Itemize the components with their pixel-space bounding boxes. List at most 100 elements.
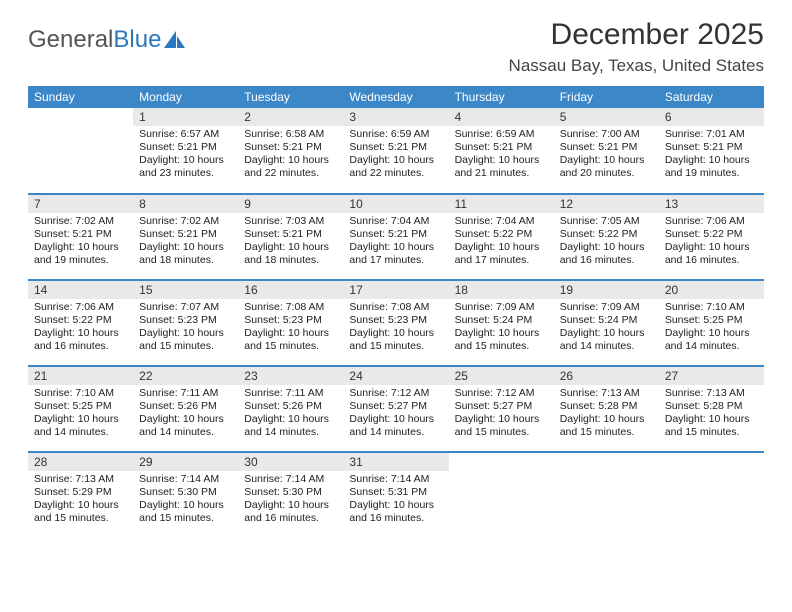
day-number: 4 (449, 108, 554, 126)
day-cell: 3Sunrise: 6:59 AMSunset: 5:21 PMDaylight… (343, 108, 448, 194)
day-number: 18 (449, 281, 554, 299)
day-content: Sunrise: 6:58 AMSunset: 5:21 PMDaylight:… (238, 126, 343, 185)
day-number (449, 453, 554, 471)
day-number: 2 (238, 108, 343, 126)
day-number: 26 (554, 367, 659, 385)
week-row: 14Sunrise: 7:06 AMSunset: 5:22 PMDayligh… (28, 280, 764, 366)
logo: GeneralBlue (28, 26, 189, 54)
day-number: 12 (554, 195, 659, 213)
day-number: 24 (343, 367, 448, 385)
day-content: Sunrise: 7:09 AMSunset: 5:24 PMDaylight:… (554, 299, 659, 358)
day-content: Sunrise: 7:09 AMSunset: 5:24 PMDaylight:… (449, 299, 554, 358)
week-row: 21Sunrise: 7:10 AMSunset: 5:25 PMDayligh… (28, 366, 764, 452)
day-cell (554, 452, 659, 538)
day-content: Sunrise: 7:14 AMSunset: 5:30 PMDaylight:… (133, 471, 238, 530)
day-cell: 19Sunrise: 7:09 AMSunset: 5:24 PMDayligh… (554, 280, 659, 366)
day-cell: 9Sunrise: 7:03 AMSunset: 5:21 PMDaylight… (238, 194, 343, 280)
day-content: Sunrise: 6:59 AMSunset: 5:21 PMDaylight:… (343, 126, 448, 185)
day-content: Sunrise: 7:10 AMSunset: 5:25 PMDaylight:… (28, 385, 133, 444)
day-content: Sunrise: 6:57 AMSunset: 5:21 PMDaylight:… (133, 126, 238, 185)
day-number: 1 (133, 108, 238, 126)
day-cell: 12Sunrise: 7:05 AMSunset: 5:22 PMDayligh… (554, 194, 659, 280)
day-cell: 7Sunrise: 7:02 AMSunset: 5:21 PMDaylight… (28, 194, 133, 280)
day-cell: 24Sunrise: 7:12 AMSunset: 5:27 PMDayligh… (343, 366, 448, 452)
day-number: 14 (28, 281, 133, 299)
day-number: 25 (449, 367, 554, 385)
day-cell: 30Sunrise: 7:14 AMSunset: 5:30 PMDayligh… (238, 452, 343, 538)
day-cell: 11Sunrise: 7:04 AMSunset: 5:22 PMDayligh… (449, 194, 554, 280)
day-content: Sunrise: 7:04 AMSunset: 5:22 PMDaylight:… (449, 213, 554, 272)
day-content: Sunrise: 6:59 AMSunset: 5:21 PMDaylight:… (449, 126, 554, 185)
day-content: Sunrise: 7:12 AMSunset: 5:27 PMDaylight:… (343, 385, 448, 444)
day-number: 8 (133, 195, 238, 213)
weekday-header: Saturday (659, 86, 764, 108)
day-number: 22 (133, 367, 238, 385)
day-content: Sunrise: 7:08 AMSunset: 5:23 PMDaylight:… (343, 299, 448, 358)
day-cell: 20Sunrise: 7:10 AMSunset: 5:25 PMDayligh… (659, 280, 764, 366)
day-number (28, 108, 133, 126)
day-cell: 29Sunrise: 7:14 AMSunset: 5:30 PMDayligh… (133, 452, 238, 538)
day-content: Sunrise: 7:11 AMSunset: 5:26 PMDaylight:… (238, 385, 343, 444)
day-cell (28, 108, 133, 194)
day-number: 28 (28, 453, 133, 471)
day-content: Sunrise: 7:13 AMSunset: 5:28 PMDaylight:… (554, 385, 659, 444)
logo-text-2: Blue (113, 26, 161, 54)
day-cell: 31Sunrise: 7:14 AMSunset: 5:31 PMDayligh… (343, 452, 448, 538)
weekday-header: Tuesday (238, 86, 343, 108)
day-cell: 21Sunrise: 7:10 AMSunset: 5:25 PMDayligh… (28, 366, 133, 452)
day-content: Sunrise: 7:03 AMSunset: 5:21 PMDaylight:… (238, 213, 343, 272)
day-number: 23 (238, 367, 343, 385)
day-content: Sunrise: 7:07 AMSunset: 5:23 PMDaylight:… (133, 299, 238, 358)
day-content: Sunrise: 7:02 AMSunset: 5:21 PMDaylight:… (28, 213, 133, 272)
weekday-header: Wednesday (343, 86, 448, 108)
day-content: Sunrise: 7:11 AMSunset: 5:26 PMDaylight:… (133, 385, 238, 444)
day-cell: 22Sunrise: 7:11 AMSunset: 5:26 PMDayligh… (133, 366, 238, 452)
day-cell: 27Sunrise: 7:13 AMSunset: 5:28 PMDayligh… (659, 366, 764, 452)
day-number: 20 (659, 281, 764, 299)
day-cell: 14Sunrise: 7:06 AMSunset: 5:22 PMDayligh… (28, 280, 133, 366)
header: GeneralBlue December 2025 Nassau Bay, Te… (28, 18, 764, 76)
day-cell: 26Sunrise: 7:13 AMSunset: 5:28 PMDayligh… (554, 366, 659, 452)
day-number: 10 (343, 195, 448, 213)
day-cell: 4Sunrise: 6:59 AMSunset: 5:21 PMDaylight… (449, 108, 554, 194)
logo-text-1: General (28, 26, 113, 54)
day-content: Sunrise: 7:04 AMSunset: 5:21 PMDaylight:… (343, 213, 448, 272)
day-cell: 6Sunrise: 7:01 AMSunset: 5:21 PMDaylight… (659, 108, 764, 194)
weekday-header: Friday (554, 86, 659, 108)
day-cell: 23Sunrise: 7:11 AMSunset: 5:26 PMDayligh… (238, 366, 343, 452)
week-row: 7Sunrise: 7:02 AMSunset: 5:21 PMDaylight… (28, 194, 764, 280)
day-cell: 2Sunrise: 6:58 AMSunset: 5:21 PMDaylight… (238, 108, 343, 194)
day-number: 31 (343, 453, 448, 471)
weekday-header: Thursday (449, 86, 554, 108)
weekday-header: Monday (133, 86, 238, 108)
day-number: 16 (238, 281, 343, 299)
day-number: 27 (659, 367, 764, 385)
logo-sail-icon (163, 30, 189, 50)
month-title: December 2025 (509, 18, 764, 52)
day-content: Sunrise: 7:13 AMSunset: 5:29 PMDaylight:… (28, 471, 133, 530)
weekday-header: Sunday (28, 86, 133, 108)
day-number: 13 (659, 195, 764, 213)
calendar-table: Sunday Monday Tuesday Wednesday Thursday… (28, 86, 764, 538)
day-cell: 17Sunrise: 7:08 AMSunset: 5:23 PMDayligh… (343, 280, 448, 366)
day-cell: 15Sunrise: 7:07 AMSunset: 5:23 PMDayligh… (133, 280, 238, 366)
location: Nassau Bay, Texas, United States (509, 56, 764, 76)
day-content: Sunrise: 7:00 AMSunset: 5:21 PMDaylight:… (554, 126, 659, 185)
day-content: Sunrise: 7:05 AMSunset: 5:22 PMDaylight:… (554, 213, 659, 272)
day-cell: 1Sunrise: 6:57 AMSunset: 5:21 PMDaylight… (133, 108, 238, 194)
day-number: 11 (449, 195, 554, 213)
day-content: Sunrise: 7:14 AMSunset: 5:30 PMDaylight:… (238, 471, 343, 530)
day-content: Sunrise: 7:06 AMSunset: 5:22 PMDaylight:… (28, 299, 133, 358)
title-block: December 2025 Nassau Bay, Texas, United … (509, 18, 764, 76)
day-number: 30 (238, 453, 343, 471)
day-number: 21 (28, 367, 133, 385)
week-row: 28Sunrise: 7:13 AMSunset: 5:29 PMDayligh… (28, 452, 764, 538)
day-number: 15 (133, 281, 238, 299)
day-cell (659, 452, 764, 538)
day-number: 7 (28, 195, 133, 213)
day-cell: 25Sunrise: 7:12 AMSunset: 5:27 PMDayligh… (449, 366, 554, 452)
day-number: 17 (343, 281, 448, 299)
day-cell (449, 452, 554, 538)
day-content: Sunrise: 7:08 AMSunset: 5:23 PMDaylight:… (238, 299, 343, 358)
day-cell: 8Sunrise: 7:02 AMSunset: 5:21 PMDaylight… (133, 194, 238, 280)
